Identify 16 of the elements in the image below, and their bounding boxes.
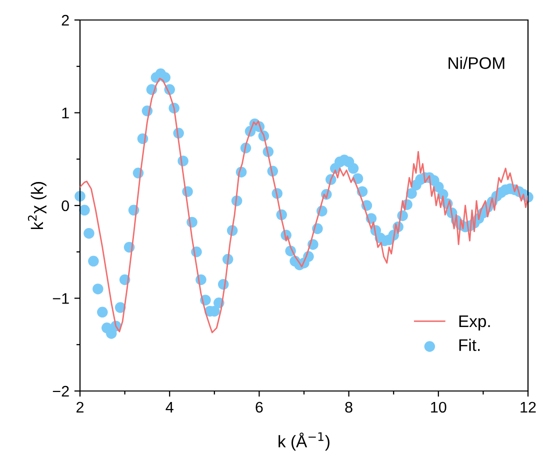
y-tick-label: −2 [52,386,69,397]
y-tick-label: 1 [62,108,69,118]
x-tick-label: 10 [431,402,446,413]
legend-label: Exp. [459,316,490,330]
x-tick-label: 6 [256,402,263,413]
x-tick-label: 2 [76,402,84,412]
legend-label: Fit. [459,338,480,352]
x-tick-label: 8 [345,402,352,413]
x-axis-title: k (Å$^{−1}$) [278,432,330,451]
y-tick-label: 2 [62,14,69,26]
annotation: Ni/POM [448,56,504,69]
x-tick-label: 4 [166,402,174,412]
y-tick-label: −1 [52,293,69,304]
x-tick-label: 12 [520,402,536,412]
y-axis-title: k$^{2}$χ (k) [28,182,46,230]
y-tick-label: 0 [62,200,69,212]
